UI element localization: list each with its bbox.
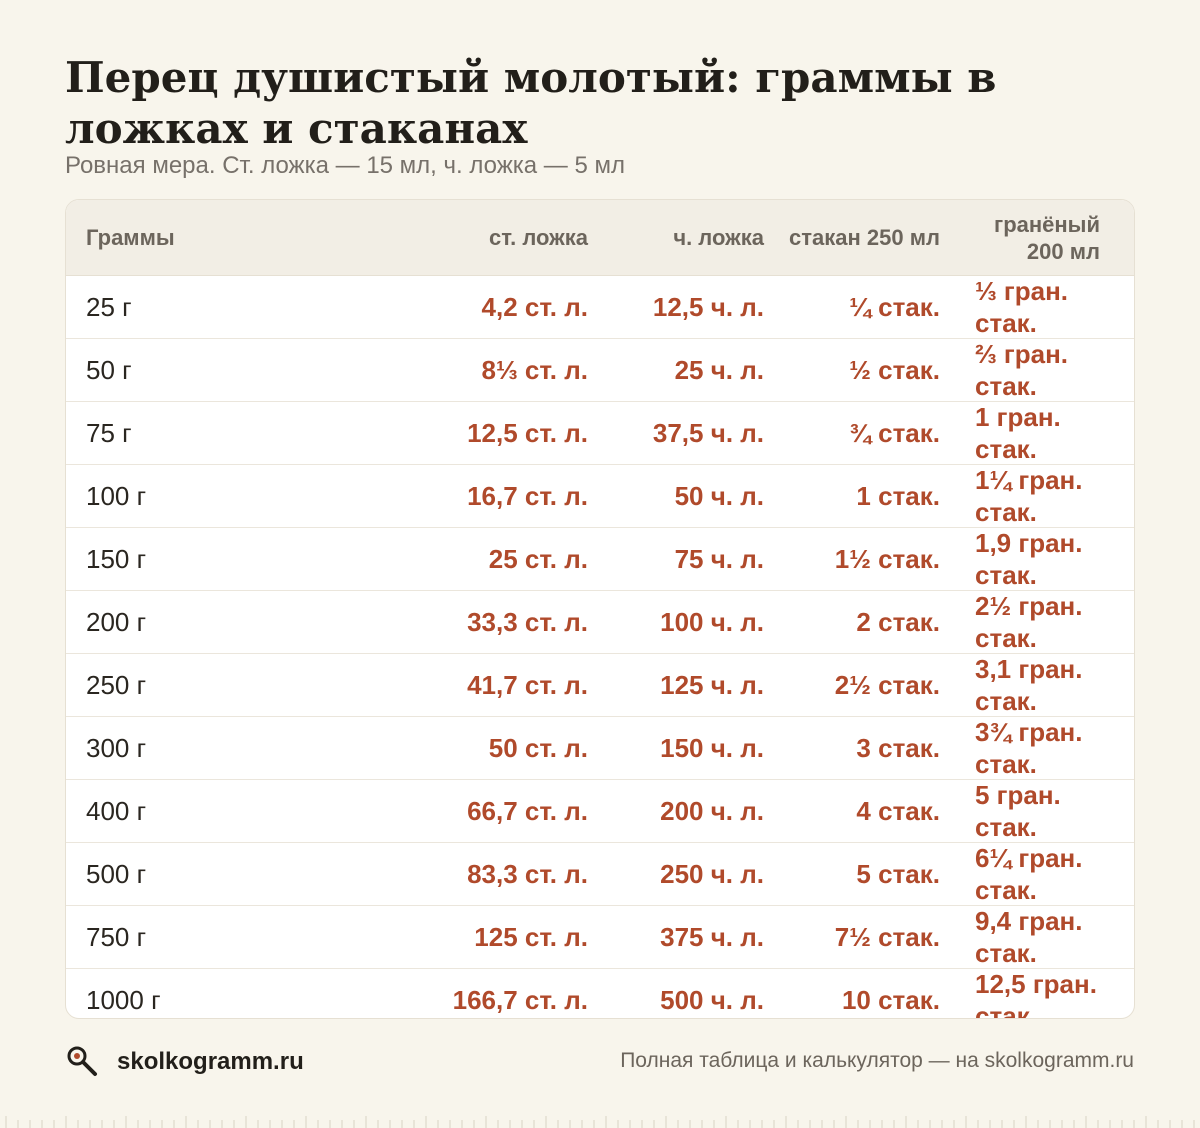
cell-grams: 25 г <box>86 291 132 322</box>
cell-cup-250: 10 стак. <box>841 985 940 1015</box>
column-header-grams: Граммы <box>86 225 175 250</box>
column-header-tablespoon: ст. ложка <box>489 225 588 250</box>
cell-teaspoon: 150 ч. л. <box>660 733 764 763</box>
cell-tablespoon: 8⅓ ст. л. <box>416 353 588 387</box>
cell-teaspoon: 200 ч. л. <box>660 796 764 826</box>
table-row: 25 г 4,2 ст. л. 12,5 ч. л. ¼ стак. ⅓ гран. с… <box>66 276 1134 339</box>
cell-grams: 250 г <box>86 669 147 700</box>
cell-tablespoon: 83,3 ст. л. <box>416 857 588 891</box>
cell-cup-250: 7½ стак. <box>834 922 940 952</box>
cell-faceted-glass: ⅔ гран. стак. <box>975 339 1069 401</box>
table-row: 750 г 125 ст. л. 375 ч. л. 7½ стак. 9,4 гран… <box>66 906 1134 969</box>
cell-faceted-glass: 3,1 гран. стак. <box>975 654 1083 716</box>
cell-teaspoon: 37,5 ч. л. <box>652 418 764 448</box>
table-row: 200 г 33,3 ст. л. 100 ч. л. 2 стак. 2½ гран.… <box>66 591 1134 654</box>
cell-tablespoon-text: 125 ст. л. <box>474 922 588 952</box>
cell-tablespoon-text: 16,7 ст. л. <box>467 481 588 511</box>
table-row: 100 г 16,7 ст. л. 50 ч. л. 1 стак. 1¼ гран. … <box>66 465 1134 528</box>
table-row: 150 г 25 ст. л. 75 ч. л. 1½ стак. 1,9 гран. … <box>66 528 1134 591</box>
cell-grams: 750 г <box>86 921 147 952</box>
cell-cup-250: 5 стак. <box>856 859 940 889</box>
cell-grams: 1000 г <box>86 984 161 1015</box>
cell-tablespoon: 41,7 ст. л. <box>416 668 588 702</box>
cell-grams: 75 г <box>86 417 132 448</box>
cell-grams: 500 г <box>86 858 147 889</box>
cell-teaspoon: 125 ч. л. <box>660 670 764 700</box>
table-row: 75 г 12,5 ст. л. 37,5 ч. л. ¾ стак. 1 гран. … <box>66 402 1134 465</box>
cell-tablespoon: 16,7 ст. л. <box>416 479 588 513</box>
cell-teaspoon: 500 ч. л. <box>660 985 764 1015</box>
cell-cup-250: ½ стак. <box>849 355 940 385</box>
cell-teaspoon: 12,5 ч. л. <box>652 292 764 322</box>
cell-cup-250: 1 стак. <box>856 481 940 511</box>
cell-faceted-glass: 5 гран. стак. <box>975 780 1061 842</box>
magnifier-icon <box>67 1046 97 1076</box>
cell-teaspoon: 250 ч. л. <box>660 859 764 889</box>
cell-tablespoon-text: 83,3 ст. л. <box>467 859 588 889</box>
cell-cup-250: ¾ стак. <box>849 418 940 448</box>
cell-cup-250: 2½ стак. <box>834 670 940 700</box>
column-header-cup-250: стакан 250 мл <box>789 225 940 250</box>
cell-teaspoon: 100 ч. л. <box>660 607 764 637</box>
cell-tablespoon-text: 8⅓ ст. л. <box>481 355 588 385</box>
cell-tablespoon-text: 66,7 ст. л. <box>467 796 588 826</box>
cell-tablespoon: 4,2 ст. л. <box>416 290 588 324</box>
page-title: Перец душистый молотый: граммы в ложках … <box>65 53 997 153</box>
cell-tablespoon-text: 25 ст. л. <box>488 544 588 574</box>
cell-tablespoon-text: 50 ст. л. <box>488 733 588 763</box>
table-row: 1000 г 166,7 ст. л. 500 ч. л. 10 стак. 12,5 … <box>66 969 1134 1019</box>
cell-cup-250: ¼ стак. <box>849 292 940 322</box>
footer-brand[interactable]: skolkogramm.ru <box>65 1044 304 1080</box>
cell-tablespoon: 166,7 ст. л. <box>416 983 588 1017</box>
cell-cup-250: 1½ стак. <box>834 544 940 574</box>
brand-name: skolkogramm.ru <box>117 1048 304 1075</box>
cell-grams: 50 г <box>86 354 132 385</box>
cell-faceted-glass: 9,4 гран. стак. <box>975 906 1083 968</box>
cell-faceted-glass: 1,9 гран. стак. <box>975 528 1083 590</box>
cell-grams: 100 г <box>86 480 147 511</box>
cell-tablespoon-text: 4,2 ст. л. <box>481 292 588 322</box>
cell-cup-250: 3 стак. <box>856 733 940 763</box>
cell-tablespoon-text: 12,5 ст. л. <box>467 418 588 448</box>
cell-tablespoon: 125 ст. л. <box>416 920 588 954</box>
cell-faceted-glass: 6¼ гран. стак. <box>975 843 1083 905</box>
cell-tablespoon: 66,7 ст. л. <box>416 794 588 828</box>
cell-faceted-glass: 12,5 гран. стак. <box>975 969 1097 1019</box>
table-body: 25 г 4,2 ст. л. 12,5 ч. л. ¼ стак. ⅓ гран. с… <box>66 276 1134 1019</box>
table-row: 400 г 66,7 ст. л. 200 ч. л. 4 стак. 5 гран. … <box>66 780 1134 843</box>
cell-tablespoon-text: 41,7 ст. л. <box>467 670 588 700</box>
cell-faceted-glass: 2½ гран. стак. <box>975 591 1083 653</box>
cell-tablespoon: 25 ст. л. <box>416 542 588 576</box>
cell-teaspoon: 375 ч. л. <box>660 922 764 952</box>
cell-faceted-glass: 1 гран. стак. <box>975 402 1061 464</box>
page-subtitle: Ровная мера. Ст. ложка — 15 мл, ч. ложка… <box>65 152 625 179</box>
table-row: 250 г 41,7 ст. л. 125 ч. л. 2½ стак. 3,1 гра… <box>66 654 1134 717</box>
cell-grams: 400 г <box>86 795 147 826</box>
table-row: 500 г 83,3 ст. л. 250 ч. л. 5 стак. 6¼ гран.… <box>66 843 1134 906</box>
cell-grams: 200 г <box>86 606 147 637</box>
footer-note: Полная таблица и калькулятор — на skolko… <box>620 1049 1134 1072</box>
cell-teaspoon: 50 ч. л. <box>674 481 764 511</box>
table-header-row: Граммы ст. ложка ч. ложка стакан 250 мл … <box>66 200 1134 276</box>
cell-faceted-glass: 3¾ гран. стак. <box>975 717 1083 779</box>
cell-cup-250: 2 стак. <box>856 607 940 637</box>
cell-grams: 300 г <box>86 732 147 763</box>
cell-faceted-glass: ⅓ гран. стак. <box>975 276 1069 338</box>
cell-grams: 150 г <box>86 543 147 574</box>
table-row: 300 г 50 ст. л. 150 ч. л. 3 стак. 3¾ гран. с… <box>66 717 1134 780</box>
table-row: 50 г 8⅓ ст. л. 25 ч. л. ½ стак. ⅔ гран. стак… <box>66 339 1134 402</box>
cell-teaspoon: 75 ч. л. <box>674 544 764 574</box>
cell-tablespoon: 50 ст. л. <box>416 731 588 765</box>
cell-tablespoon: 12,5 ст. л. <box>416 416 588 450</box>
cell-faceted-glass: 1¼ гран. стак. <box>975 465 1083 527</box>
cell-cup-250: 4 стак. <box>856 796 940 826</box>
column-header-faceted-glass-200: гранёный 200 мл <box>994 211 1100 264</box>
cell-tablespoon: 33,3 ст. л. <box>416 605 588 639</box>
cell-teaspoon: 25 ч. л. <box>674 355 764 385</box>
ruler-ticks-decoration <box>5 1116 1195 1128</box>
cell-tablespoon-text: 33,3 ст. л. <box>467 607 588 637</box>
conversion-table: Граммы ст. ложка ч. ложка стакан 250 мл … <box>65 199 1135 1019</box>
column-header-teaspoon: ч. ложка <box>673 225 764 250</box>
cell-tablespoon-text: 166,7 ст. л. <box>452 985 588 1015</box>
